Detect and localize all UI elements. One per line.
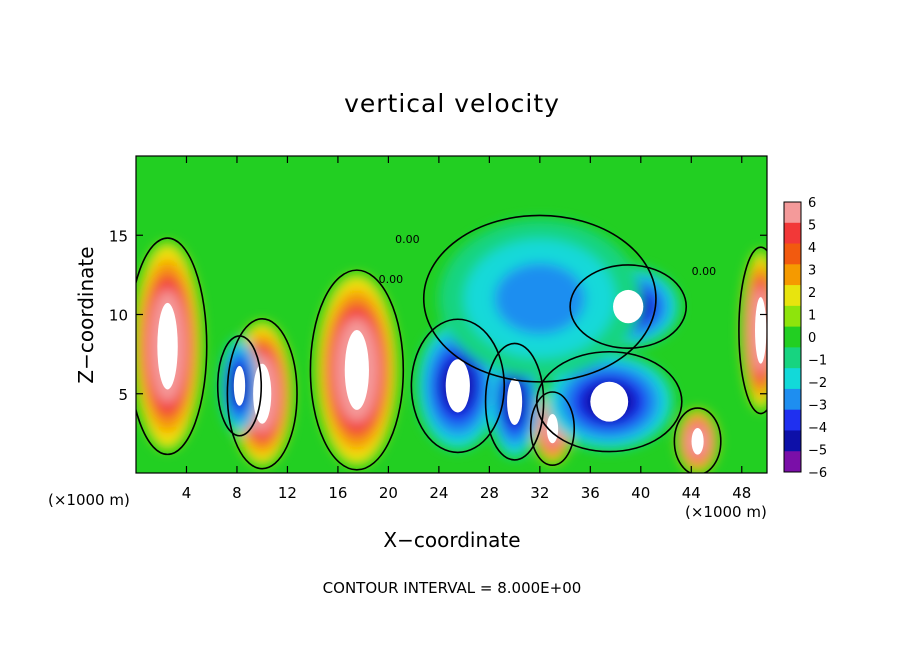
x-tick-label: 32	[530, 484, 549, 502]
colorbar-swatch	[784, 368, 801, 390]
chart-title: vertical velocity	[344, 89, 560, 118]
zero-contour	[535, 350, 683, 453]
colorbar-label: 1	[808, 309, 816, 324]
x-tick-label: 44	[682, 484, 701, 502]
saturated-core	[344, 330, 369, 410]
colorbar-label: −6	[808, 466, 827, 481]
zero-contour	[673, 407, 722, 473]
colorbar-label: −2	[808, 376, 827, 391]
colorbar-swatch	[784, 285, 801, 307]
colorbar-swatch	[784, 305, 801, 328]
saturated-core	[691, 427, 704, 455]
zero-contour	[569, 264, 688, 349]
zero-contour	[529, 391, 576, 467]
saturated-core	[253, 363, 272, 424]
y-axis-label: Z−coordinate	[74, 246, 98, 383]
colorbar-swatch	[784, 347, 801, 369]
colorbar-swatch	[784, 222, 801, 245]
colorbar-swatch	[784, 388, 801, 411]
colorbar-label: 0	[808, 331, 816, 346]
x-tick-label: 48	[732, 484, 751, 502]
contour-label: 0.00	[395, 233, 420, 246]
x-tick-label: 12	[278, 484, 297, 502]
colorbar-label: 3	[808, 264, 816, 279]
saturated-core	[590, 381, 629, 422]
colorbar-label: −4	[808, 421, 827, 436]
y-tick-label: 15	[109, 227, 128, 245]
colorbar-swatch	[784, 409, 801, 431]
x-unit-left: (×1000 m)	[48, 491, 130, 509]
colorbar-label: −5	[808, 444, 827, 459]
zero-contour	[738, 246, 767, 415]
contour-interval-note: CONTOUR INTERVAL = 8.000E+00	[323, 579, 582, 597]
x-tick-label: 4	[182, 484, 192, 502]
x-tick-label: 8	[232, 484, 242, 502]
colorbar-swatch	[784, 243, 801, 265]
contour-label: 0.00	[692, 265, 717, 278]
colorbar-label: 6	[808, 196, 816, 211]
saturated-core	[613, 289, 644, 324]
x-tick-label: 36	[581, 484, 600, 502]
x-axis: 4 8 12 16 20 24 28 32 36 40 44 48	[182, 156, 751, 502]
colorbar-swatch	[784, 326, 801, 348]
saturated-core	[507, 378, 523, 425]
saturated-core	[755, 297, 767, 364]
x-tick-label: 28	[480, 484, 499, 502]
colorbar-swatch	[784, 202, 801, 224]
x-tick-label: 16	[328, 484, 347, 502]
x-tick-label: 20	[379, 484, 398, 502]
colorbar: 6 5 4 3 2 1 0 −1 −2 −3 −4 −5 −6	[783, 196, 827, 481]
colorbar-swatch	[784, 430, 801, 452]
zero-contour	[216, 335, 263, 437]
zero-contour	[136, 237, 208, 456]
zero-contour	[226, 318, 298, 470]
zero-contour	[422, 214, 657, 383]
x-tick-label: 40	[631, 484, 650, 502]
colorbar-label: 4	[808, 241, 816, 256]
colorbar-label: −3	[808, 399, 827, 414]
colorbar-label: 2	[808, 286, 816, 301]
colorbar-frame	[783, 201, 802, 473]
weak-downdraft-region	[438, 219, 641, 378]
x-unit-right: (×1000 m)	[685, 503, 767, 521]
colorbar-label: −1	[808, 354, 827, 369]
zero-contour	[484, 342, 545, 461]
colorbar-swatch	[784, 451, 801, 473]
saturated-core	[157, 302, 178, 390]
saturated-core	[445, 359, 470, 413]
zero-contour	[309, 269, 405, 471]
colorbar-label: 5	[808, 219, 816, 234]
contour-labels: 0.00 0.00 0.00	[379, 233, 716, 286]
contour-label: 0.00	[379, 273, 404, 286]
y-tick-label: 5	[118, 386, 128, 404]
x-tick-label: 24	[429, 484, 448, 502]
x-axis-label: X−coordinate	[383, 528, 520, 552]
heatmap-field	[136, 156, 767, 473]
saturated-core	[233, 365, 246, 406]
y-axis: 5 10 15	[109, 227, 767, 404]
zero-contour	[410, 318, 506, 454]
colorbar-swatch	[784, 264, 801, 286]
y-tick-label: 10	[109, 307, 128, 325]
